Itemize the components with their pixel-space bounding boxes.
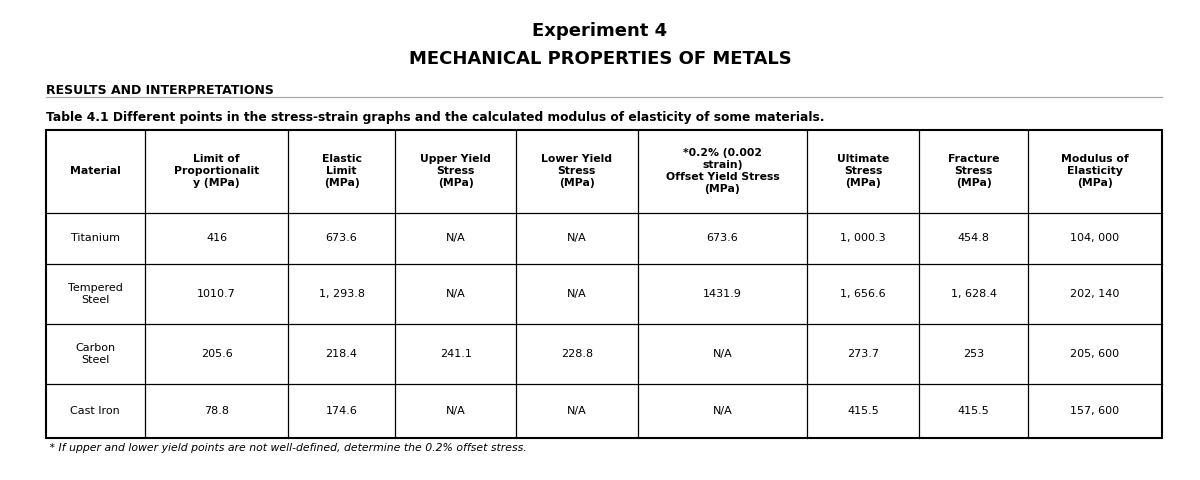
Text: 78.8: 78.8 — [204, 406, 229, 416]
Text: 228.8: 228.8 — [560, 349, 593, 359]
Text: 416: 416 — [206, 233, 227, 243]
Text: 104, 000: 104, 000 — [1070, 233, 1120, 243]
Text: 202, 140: 202, 140 — [1070, 288, 1120, 299]
Text: 205.6: 205.6 — [200, 349, 233, 359]
Text: RESULTS AND INTERPRETATIONS: RESULTS AND INTERPRETATIONS — [46, 84, 274, 97]
Text: N/A: N/A — [445, 288, 466, 299]
Text: Limit of
Proportionalit
y (MPa): Limit of Proportionalit y (MPa) — [174, 154, 259, 188]
Text: * If upper and lower yield points are not well-defined, determine the 0.2% offse: * If upper and lower yield points are no… — [46, 443, 527, 453]
Text: Table 4.1 Different points in the stress-strain graphs and the calculated modulu: Table 4.1 Different points in the stress… — [46, 111, 824, 124]
Text: N/A: N/A — [713, 406, 732, 416]
Text: Lower Yield
Stress
(MPa): Lower Yield Stress (MPa) — [541, 154, 612, 188]
Text: 1, 293.8: 1, 293.8 — [318, 288, 365, 299]
Text: *0.2% (0.002
strain)
Offset Yield Stress
(MPa): *0.2% (0.002 strain) Offset Yield Stress… — [666, 148, 779, 194]
Text: 1431.9: 1431.9 — [703, 288, 742, 299]
Text: 673.6: 673.6 — [325, 233, 358, 243]
Text: Fracture
Stress
(MPa): Fracture Stress (MPa) — [948, 154, 1000, 188]
Text: N/A: N/A — [445, 406, 466, 416]
Text: 273.7: 273.7 — [847, 349, 880, 359]
Text: Elastic
Limit
(MPa): Elastic Limit (MPa) — [322, 154, 361, 188]
Text: N/A: N/A — [568, 406, 587, 416]
Text: Tempered
Steel: Tempered Steel — [68, 283, 122, 305]
Text: 415.5: 415.5 — [847, 406, 880, 416]
Text: 454.8: 454.8 — [958, 233, 990, 243]
Text: 1010.7: 1010.7 — [197, 288, 236, 299]
Text: N/A: N/A — [568, 233, 587, 243]
Text: 673.6: 673.6 — [707, 233, 738, 243]
Text: Modulus of
Elasticity
(MPa): Modulus of Elasticity (MPa) — [1061, 154, 1129, 188]
Text: 1, 656.6: 1, 656.6 — [840, 288, 886, 299]
Text: Ultimate
Stress
(MPa): Ultimate Stress (MPa) — [838, 154, 889, 188]
Text: 241.1: 241.1 — [439, 349, 472, 359]
Text: 415.5: 415.5 — [958, 406, 990, 416]
Text: N/A: N/A — [568, 288, 587, 299]
Text: 1, 000.3: 1, 000.3 — [840, 233, 886, 243]
Text: Cast Iron: Cast Iron — [71, 406, 120, 416]
Text: Carbon
Steel: Carbon Steel — [76, 343, 115, 365]
Text: 157, 600: 157, 600 — [1070, 406, 1120, 416]
Text: Titanium: Titanium — [71, 233, 120, 243]
Text: MECHANICAL PROPERTIES OF METALS: MECHANICAL PROPERTIES OF METALS — [409, 50, 791, 68]
Text: Experiment 4: Experiment 4 — [533, 22, 667, 40]
Text: 218.4: 218.4 — [325, 349, 358, 359]
Text: 253: 253 — [964, 349, 984, 359]
Text: N/A: N/A — [713, 349, 732, 359]
Text: N/A: N/A — [445, 233, 466, 243]
Text: Upper Yield
Stress
(MPa): Upper Yield Stress (MPa) — [420, 154, 491, 188]
Text: Material: Material — [70, 166, 121, 176]
Text: 174.6: 174.6 — [325, 406, 358, 416]
Text: 1, 628.4: 1, 628.4 — [950, 288, 996, 299]
Text: 205, 600: 205, 600 — [1070, 349, 1120, 359]
